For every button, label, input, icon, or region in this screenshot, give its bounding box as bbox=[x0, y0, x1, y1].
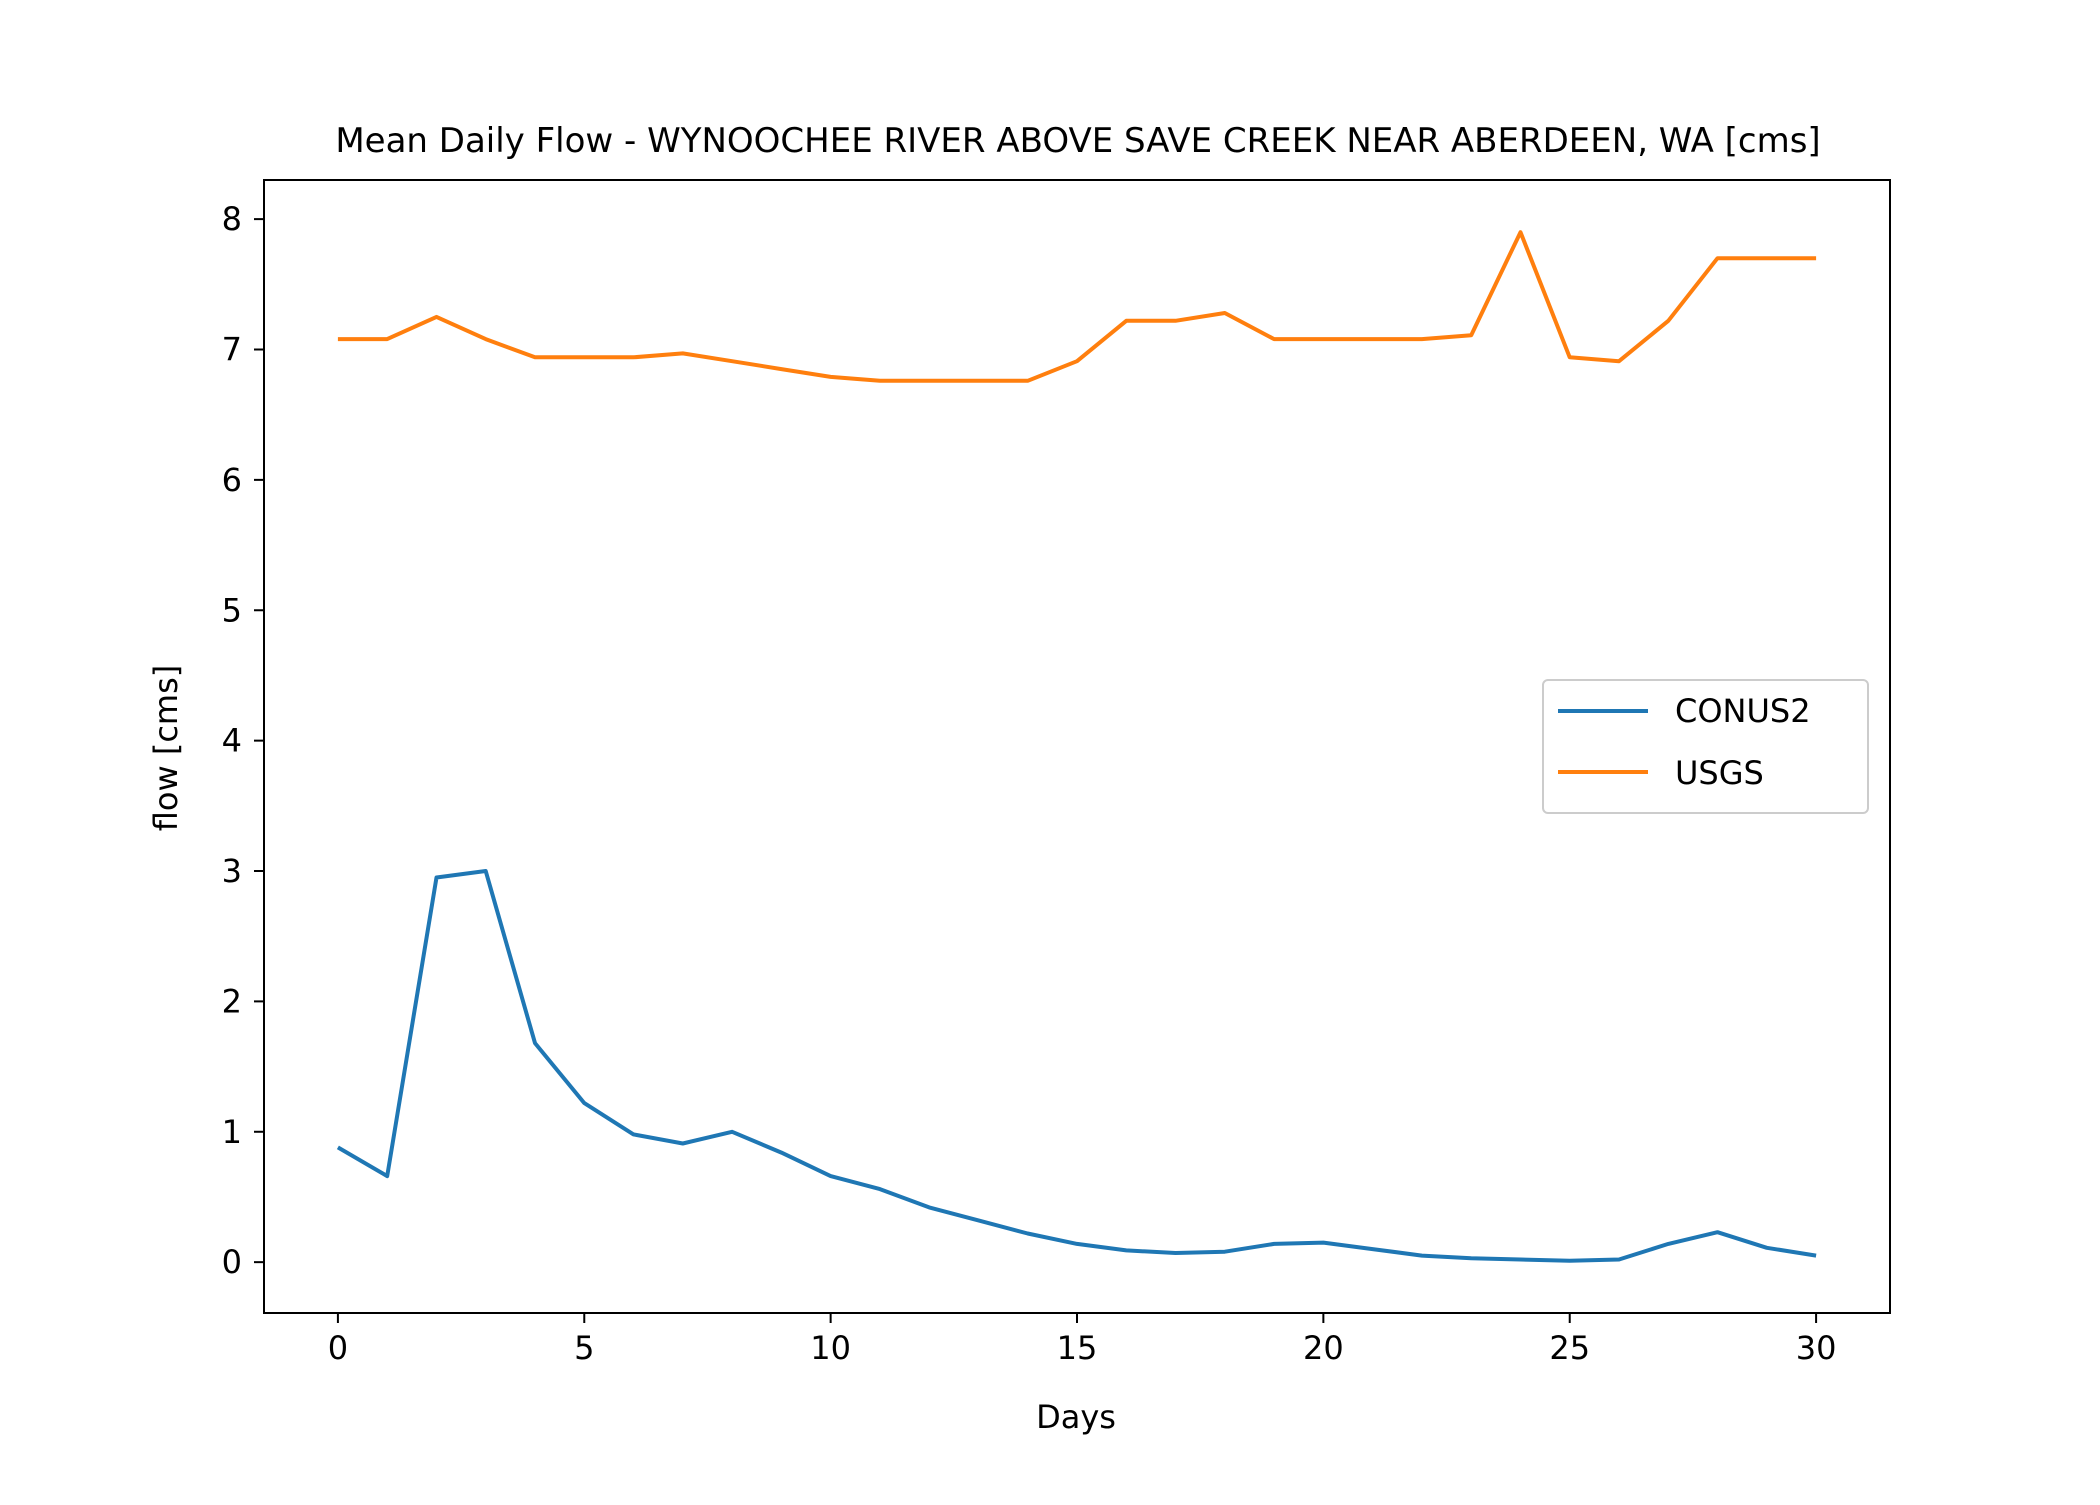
x-axis-label: Days bbox=[1036, 1398, 1116, 1436]
x-axis: 0 5 10 15 20 25 30 bbox=[328, 1313, 1837, 1367]
y-tick-label: 6 bbox=[222, 461, 242, 499]
legend: CONUS2 USGS bbox=[1542, 679, 1869, 814]
series-line-conus2 bbox=[336, 869, 1817, 1263]
series-line-usgs bbox=[337, 230, 1817, 383]
y-tick-label: 2 bbox=[222, 982, 242, 1020]
x-tick-label: 0 bbox=[328, 1329, 348, 1367]
chart-title: Mean Daily Flow - WYNOOCHEE RIVER ABOVE … bbox=[335, 121, 1820, 161]
y-tick-label: 7 bbox=[222, 330, 242, 368]
x-tick-label: 10 bbox=[810, 1329, 851, 1367]
y-tick-label: 5 bbox=[222, 591, 242, 629]
y-axis-label: flow [cms] bbox=[147, 665, 185, 831]
y-tick-label: 4 bbox=[222, 722, 242, 760]
x-tick-label: 5 bbox=[574, 1329, 594, 1367]
y-tick-label: 1 bbox=[222, 1113, 242, 1151]
series-lines bbox=[336, 230, 1817, 1263]
x-tick-label: 30 bbox=[1796, 1329, 1837, 1367]
x-tick-label: 25 bbox=[1549, 1329, 1590, 1367]
plot-frame bbox=[263, 179, 1891, 1314]
y-axis: 0 1 2 3 4 5 6 7 8 bbox=[222, 200, 264, 1281]
y-tick-label: 3 bbox=[222, 852, 242, 890]
legend-label-usgs: USGS bbox=[1675, 754, 1764, 792]
legend-box bbox=[1542, 679, 1869, 814]
y-tick-label: 8 bbox=[222, 200, 242, 238]
y-tick-label: 0 bbox=[222, 1243, 242, 1281]
x-tick-label: 15 bbox=[1057, 1329, 1098, 1367]
legend-label-conus2: CONUS2 bbox=[1675, 692, 1811, 730]
x-tick-label: 20 bbox=[1303, 1329, 1344, 1367]
